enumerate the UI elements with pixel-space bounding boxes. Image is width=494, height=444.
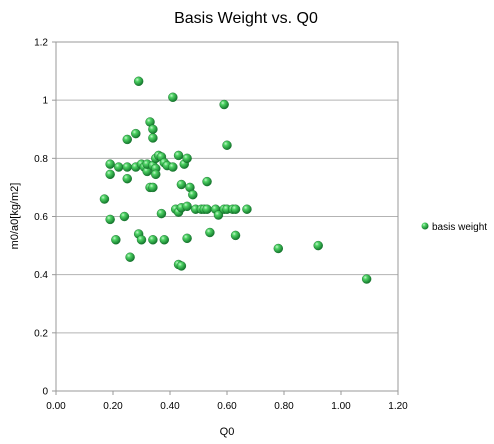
y-tick-label: 1.2 <box>34 38 48 49</box>
data-point <box>213 210 224 220</box>
data-point <box>176 261 187 271</box>
data-point <box>156 208 167 219</box>
data-point <box>125 252 135 262</box>
data-point <box>99 194 110 204</box>
data-point <box>188 189 198 200</box>
data-point <box>136 235 147 245</box>
data-point <box>230 204 241 214</box>
x-tick-label: 1.00 <box>331 401 351 412</box>
data-points <box>99 76 372 284</box>
y-tick-label: 0.2 <box>34 328 48 339</box>
data-point <box>313 240 323 251</box>
data-point <box>176 179 187 190</box>
x-axis-label: Q0 <box>220 426 235 438</box>
data-point <box>205 227 215 238</box>
data-point <box>148 235 158 245</box>
y-tick-label: 0.6 <box>34 212 48 223</box>
legend-label: basis weight <box>432 222 487 233</box>
data-point <box>105 159 115 169</box>
y-axis-ticks: 0 0.2 0.4 0.6 0.8 1 1.2 <box>34 38 56 398</box>
data-point <box>273 243 283 254</box>
y-axis-label: m0/a0[kg/m2] <box>9 183 21 250</box>
data-point <box>230 230 241 241</box>
legend-marker-icon <box>421 222 429 230</box>
data-point <box>182 233 192 244</box>
y-tick-label: 1 <box>42 96 48 107</box>
data-point <box>242 204 252 214</box>
data-point <box>105 169 115 180</box>
data-point <box>148 182 158 193</box>
data-point <box>219 99 229 110</box>
data-point <box>131 128 141 139</box>
x-tick-label: 0.20 <box>103 401 123 412</box>
data-point <box>168 162 178 172</box>
data-point <box>111 235 121 245</box>
y-tick-label: 0.4 <box>34 270 48 281</box>
data-point <box>133 76 144 86</box>
legend: basis weight <box>421 222 487 233</box>
data-point <box>202 204 212 214</box>
data-point <box>122 162 132 172</box>
data-point <box>182 153 192 164</box>
data-point <box>222 140 232 150</box>
data-point <box>122 173 132 184</box>
data-point <box>119 211 130 222</box>
x-tick-label: 0.80 <box>274 401 294 412</box>
data-point <box>159 235 170 245</box>
y-tick-label: 0 <box>42 387 48 398</box>
data-point <box>168 92 178 102</box>
y-tick-label: 0.8 <box>34 154 48 165</box>
data-point <box>151 169 161 180</box>
data-point <box>122 134 132 145</box>
data-point <box>148 133 158 143</box>
x-tick-label: 0.40 <box>160 401 180 412</box>
data-point <box>148 124 158 134</box>
x-axis-ticks: 0.00 0.20 0.40 0.60 0.80 1.00 1.20 <box>46 391 408 412</box>
x-tick-label: 1.20 <box>388 401 408 412</box>
data-point <box>105 214 115 225</box>
data-point <box>182 201 192 212</box>
data-point <box>361 274 372 284</box>
data-point <box>113 162 124 172</box>
chart-title: Basis Weight vs. Q0 <box>174 10 318 27</box>
data-point <box>202 176 212 187</box>
x-tick-label: 0.00 <box>46 401 66 412</box>
x-tick-label: 0.60 <box>217 401 237 412</box>
data-point <box>173 150 184 161</box>
